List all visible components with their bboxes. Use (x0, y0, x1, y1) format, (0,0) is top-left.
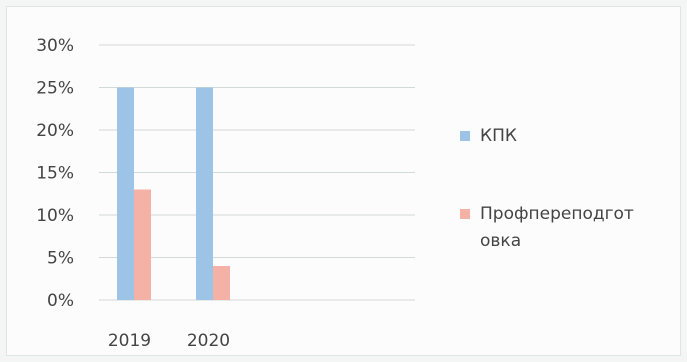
x-tick-label: 2019 (108, 331, 151, 351)
legend-label: Профпереподгот (480, 204, 634, 224)
legend-swatch (460, 209, 470, 219)
bar-chart: 0% 5% 10% 15% 20% 25% 30% 2019 2020 КПК Профперепо… (36, 36, 634, 351)
legend-label: овка (480, 231, 521, 251)
y-tick-label: 15% (36, 164, 74, 184)
legend-swatch (460, 131, 470, 141)
x-tick-label: 2020 (187, 331, 230, 351)
bar-2020-series-0 (196, 87, 213, 300)
bar-2019-series-0 (117, 87, 134, 300)
legend-label: КПК (480, 126, 517, 146)
bar-2020-series-1 (213, 266, 230, 300)
y-tick-label: 5% (47, 249, 74, 269)
y-tick-label: 20% (36, 121, 74, 141)
bar-2019-series-1 (134, 189, 151, 300)
chart-frame: 0% 5% 10% 15% 20% 25% 30% 2019 2020 КПК Профперепо… (6, 6, 681, 356)
y-tick-label: 10% (36, 206, 74, 226)
y-tick-label: 30% (36, 36, 74, 56)
y-tick-label: 0% (47, 291, 74, 311)
y-tick-label: 25% (36, 79, 74, 99)
